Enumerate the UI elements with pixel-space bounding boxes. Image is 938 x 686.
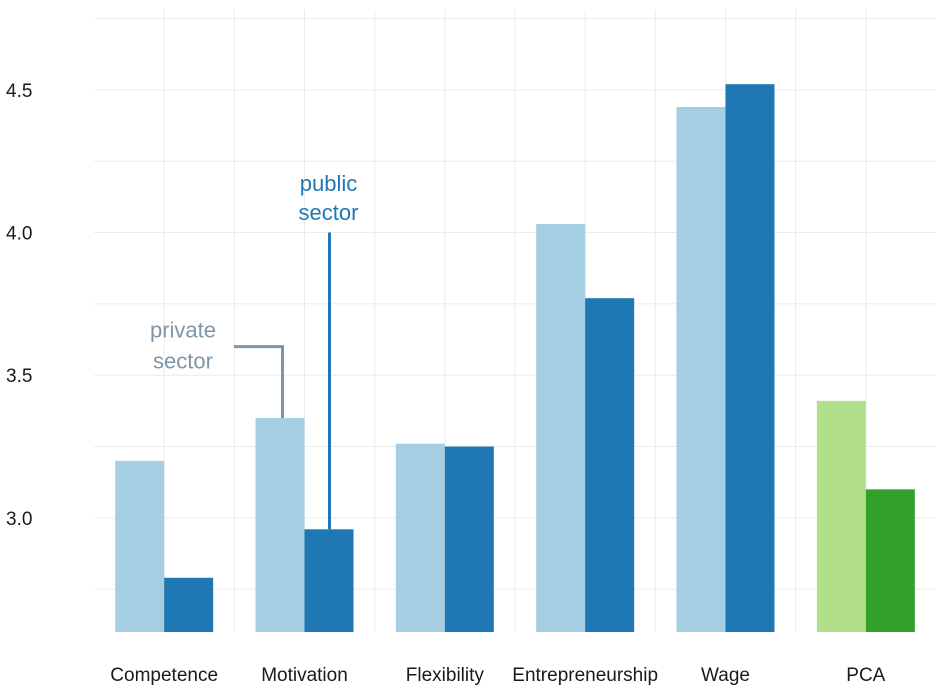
y-tick-label: 4.5 xyxy=(6,81,32,102)
x-tick-label-motivation: Motivation xyxy=(261,665,348,686)
bars xyxy=(115,84,915,633)
bar-public-motivation xyxy=(304,529,354,632)
private-sector-label: sector xyxy=(153,349,213,374)
x-axis: Competence Motivation Flexibility Entrepren… xyxy=(110,665,885,686)
public-sector-label: public xyxy=(300,171,357,196)
x-tick-label-pca: PCA xyxy=(846,665,885,686)
bar-private-wage xyxy=(676,107,726,633)
bar-private-pca xyxy=(816,400,866,632)
x-tick-label-competence: Competence xyxy=(110,665,218,686)
x-tick-label-flexibility: Flexibility xyxy=(406,665,485,686)
bar-public-competence xyxy=(164,577,214,632)
private-sector-leader-line xyxy=(234,345,284,419)
x-tick-label-wage: Wage xyxy=(701,665,750,686)
public-sector-label: sector xyxy=(299,200,359,225)
bar-private-entrepreneurship xyxy=(536,223,586,632)
bar-public-pca xyxy=(865,489,915,632)
bar-public-entrepreneurship xyxy=(585,298,635,632)
y-tick-label: 3.5 xyxy=(6,366,32,387)
y-tick-label: 4.0 xyxy=(6,224,32,245)
bar-private-flexibility xyxy=(395,443,445,632)
y-axis: 3.0 3.5 4.0 4.5 xyxy=(6,81,32,530)
bar-private-competence xyxy=(115,460,165,632)
bar-public-wage xyxy=(725,84,775,633)
y-tick-label: 3.0 xyxy=(6,509,32,530)
bar-private-motivation xyxy=(255,418,305,632)
grid xyxy=(94,10,936,632)
private-sector-label: private xyxy=(150,318,216,343)
bar-public-flexibility xyxy=(444,446,494,632)
annotations: private sector public sector xyxy=(150,171,359,530)
x-tick-label-entrepreneurship: Entrepreneurship xyxy=(512,665,658,686)
